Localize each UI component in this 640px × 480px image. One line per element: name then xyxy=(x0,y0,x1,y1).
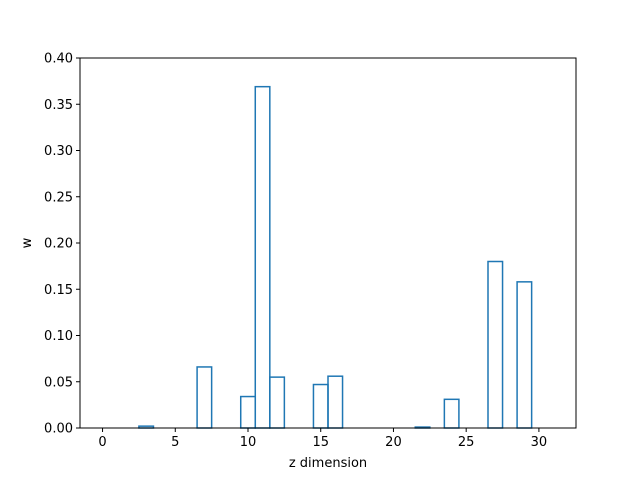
x-tick-label: 10 xyxy=(240,435,257,450)
plot-frame xyxy=(79,57,577,429)
y-axis-ticks: 0.00 0.05 0.10 0.15 0.20 0.25 0.30 0.35 0.40 xyxy=(44,52,80,437)
x-tick-label: 25 xyxy=(458,435,475,450)
y-tick-label: 0.10 xyxy=(44,329,73,344)
y-tick-label: 0.20 xyxy=(44,237,73,252)
y-tick-label: 0.25 xyxy=(44,190,73,205)
y-tick-label: 0.35 xyxy=(44,98,73,113)
x-tick-label: 30 xyxy=(531,435,548,450)
x-axis-ticks: 0 5 10 15 20 25 30 xyxy=(98,428,547,450)
y-tick-label: 0.40 xyxy=(44,52,73,67)
x-tick-label: 0 xyxy=(98,435,106,450)
x-tick-label: 5 xyxy=(171,435,179,450)
x-tick-label: 20 xyxy=(385,435,402,450)
plot-area xyxy=(80,58,576,428)
y-tick-label: 0.05 xyxy=(44,375,73,390)
y-tick-label: 0.15 xyxy=(44,283,73,298)
x-tick-label: 15 xyxy=(312,435,329,450)
x-axis-label: z dimension xyxy=(289,456,367,471)
y-axis-label: w xyxy=(20,237,35,248)
y-tick-label: 0.00 xyxy=(44,422,73,437)
y-tick-label: 0.30 xyxy=(44,144,73,159)
